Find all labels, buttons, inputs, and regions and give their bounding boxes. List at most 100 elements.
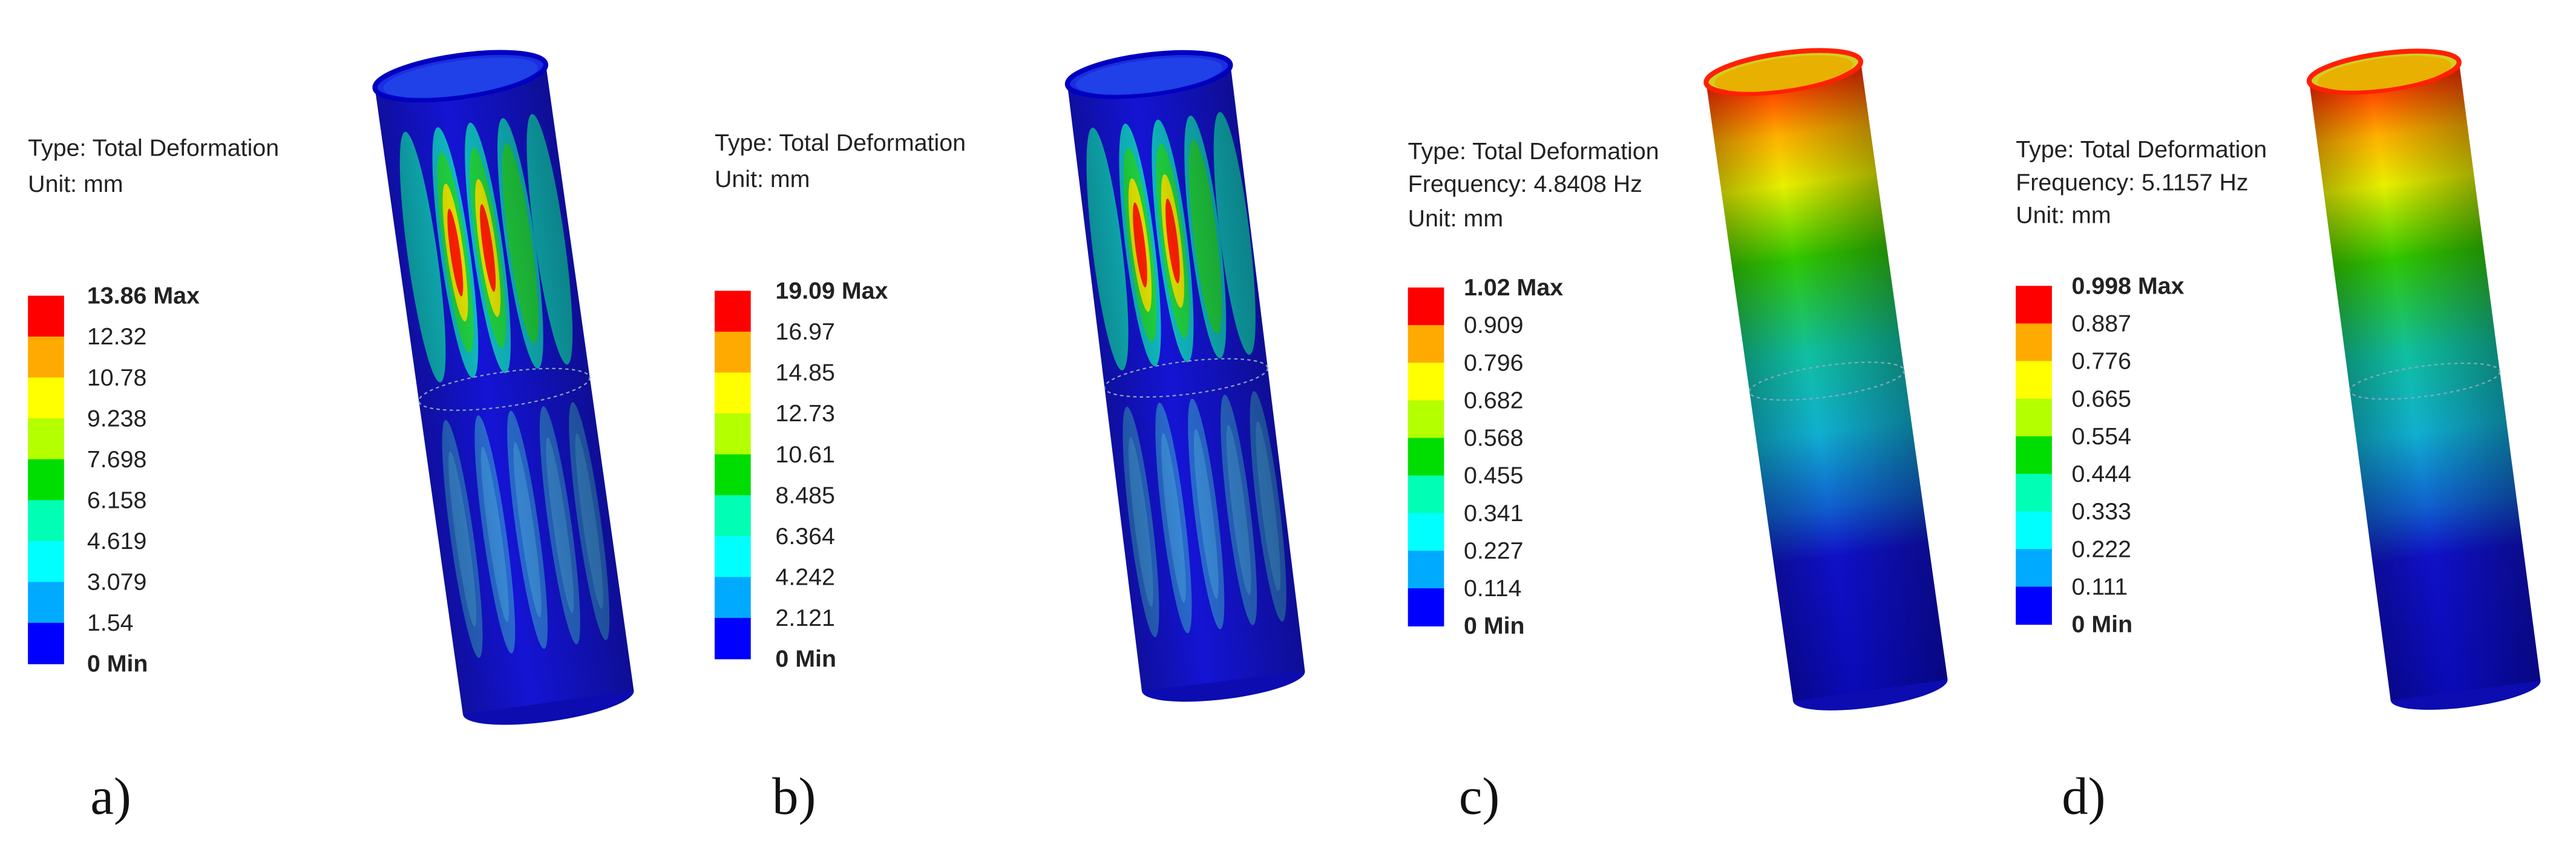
legend-label: 4.242: [775, 564, 835, 590]
legend-label: 0.568: [1464, 425, 1524, 452]
legend-label: 1.02 Max: [1464, 274, 1563, 301]
body-shade: [1706, 61, 1948, 702]
panel: Type: Total Deformation Unit: mm 19.09 Max…: [714, 50, 1305, 826]
legend-label: 1.54: [87, 610, 134, 636]
legend-label: 0.909: [1464, 312, 1524, 338]
legend-label: 13.86 Max: [87, 283, 200, 309]
top-inner: [1075, 58, 1223, 95]
panel-label: b): [772, 767, 816, 826]
legend-swatch: [2016, 511, 2052, 550]
legend-swatch: [2016, 286, 2052, 324]
legend-label: 14.85: [775, 360, 835, 386]
legend-label: 0.554: [2072, 423, 2132, 450]
legend-swatch: [28, 540, 64, 583]
panel: Type: Total Deformation Unit: mm 13.86 Max…: [28, 50, 634, 826]
legend-swatch: [1408, 475, 1444, 514]
legend-swatch: [2016, 549, 2052, 588]
legend-swatch: [28, 418, 64, 460]
legend-label: 12.32: [87, 323, 147, 350]
legend-label: 2.121: [775, 605, 835, 631]
panel-label: d): [2062, 767, 2105, 826]
legend-label: 0.114: [1464, 575, 1522, 602]
legend-label: 19.09 Max: [775, 278, 888, 304]
legend-label: 6.158: [87, 487, 147, 513]
legend-label: 0 Min: [775, 646, 836, 672]
legend-swatch: [2016, 436, 2052, 475]
type-text: Type: Total Deformation: [715, 130, 966, 156]
legend-swatch: [1408, 550, 1444, 589]
body-shade: [1067, 64, 1305, 691]
body-shade: [2309, 62, 2541, 701]
legend-swatch: [1408, 325, 1444, 364]
legend-label: 7.698: [87, 446, 147, 473]
legend-label: 0.998 Max: [2072, 272, 2184, 299]
panel: Type: Total Deformation Frequency: 4.8408…: [1408, 48, 1948, 826]
type-text: Type: Total Deformation: [28, 134, 279, 161]
cylinder: [2306, 48, 2541, 710]
unit: Unit: mm: [28, 171, 123, 197]
top-inner: [383, 58, 538, 99]
legend-swatch: [714, 577, 751, 619]
body-shade: [375, 64, 634, 715]
legend-label: 0.444: [2072, 461, 2132, 487]
legend-label: 0.333: [2072, 498, 2132, 525]
top-inner: [1714, 55, 1853, 92]
legend-swatch: [2016, 323, 2052, 362]
legend-label: 10.78: [87, 364, 147, 391]
legend-swatch: [2016, 398, 2052, 437]
panel: Type: Total Deformation Frequency: 5.1157…: [2016, 48, 2541, 826]
legend-swatch: [714, 536, 751, 578]
legend-label: 0.111: [2072, 573, 2128, 600]
cylinder: [1703, 48, 1948, 711]
legend-label: 0.227: [1464, 537, 1524, 564]
legend-label: 0.776: [2072, 348, 2132, 375]
seam: [1104, 358, 1269, 398]
legend-label: 0 Min: [87, 651, 148, 677]
legend-label: 3.079: [87, 569, 147, 596]
legend-label: 8.485: [775, 482, 835, 508]
legend-label: 16.97: [775, 318, 835, 345]
legend-label: 0 Min: [1464, 613, 1525, 639]
legend-swatch: [1408, 400, 1444, 439]
legend-label: 9.238: [87, 405, 147, 432]
legend-label: 0.341: [1464, 500, 1524, 527]
legend-swatch: [1408, 438, 1444, 476]
panel-label: a): [90, 767, 131, 826]
legend-label: 0.455: [1464, 462, 1524, 489]
frequency: Frequency: 5.1157 Hz: [2016, 169, 2248, 196]
cylinder: [1064, 50, 1305, 702]
legend-label: 10.61: [775, 441, 835, 468]
seam: [2349, 362, 2501, 400]
legend-swatch: [28, 337, 64, 378]
cylinder: [372, 50, 634, 725]
legend-swatch: [1408, 288, 1444, 326]
legend-label: 0.682: [1464, 387, 1524, 413]
unit: Unit: mm: [1408, 205, 1503, 232]
legend-swatch: [1408, 363, 1444, 401]
legend-swatch: [714, 291, 751, 332]
legend-swatch: [28, 377, 64, 419]
legend-label: 0.796: [1464, 349, 1524, 376]
type-text: Type: Total Deformation: [1408, 138, 1659, 165]
legend-swatch: [714, 495, 751, 537]
legend-swatch: [1408, 513, 1444, 551]
unit: Unit: mm: [715, 166, 810, 192]
legend-swatch: [28, 500, 64, 542]
legend-swatch: [714, 372, 751, 414]
legend-swatch: [28, 295, 64, 337]
legend-label: 12.73: [775, 400, 835, 427]
panel-label: c): [1459, 767, 1499, 826]
legend-swatch: [714, 413, 751, 455]
type-text: Type: Total Deformation: [2016, 136, 2267, 163]
legend-swatch: [714, 454, 751, 496]
unit: Unit: mm: [2016, 202, 2111, 229]
legend-swatch: [2016, 473, 2052, 512]
legend-swatch: [714, 617, 751, 660]
legend-swatch: [714, 331, 751, 373]
seam: [418, 367, 591, 411]
legend-swatch: [28, 582, 64, 623]
legend-swatch: [2016, 586, 2052, 625]
